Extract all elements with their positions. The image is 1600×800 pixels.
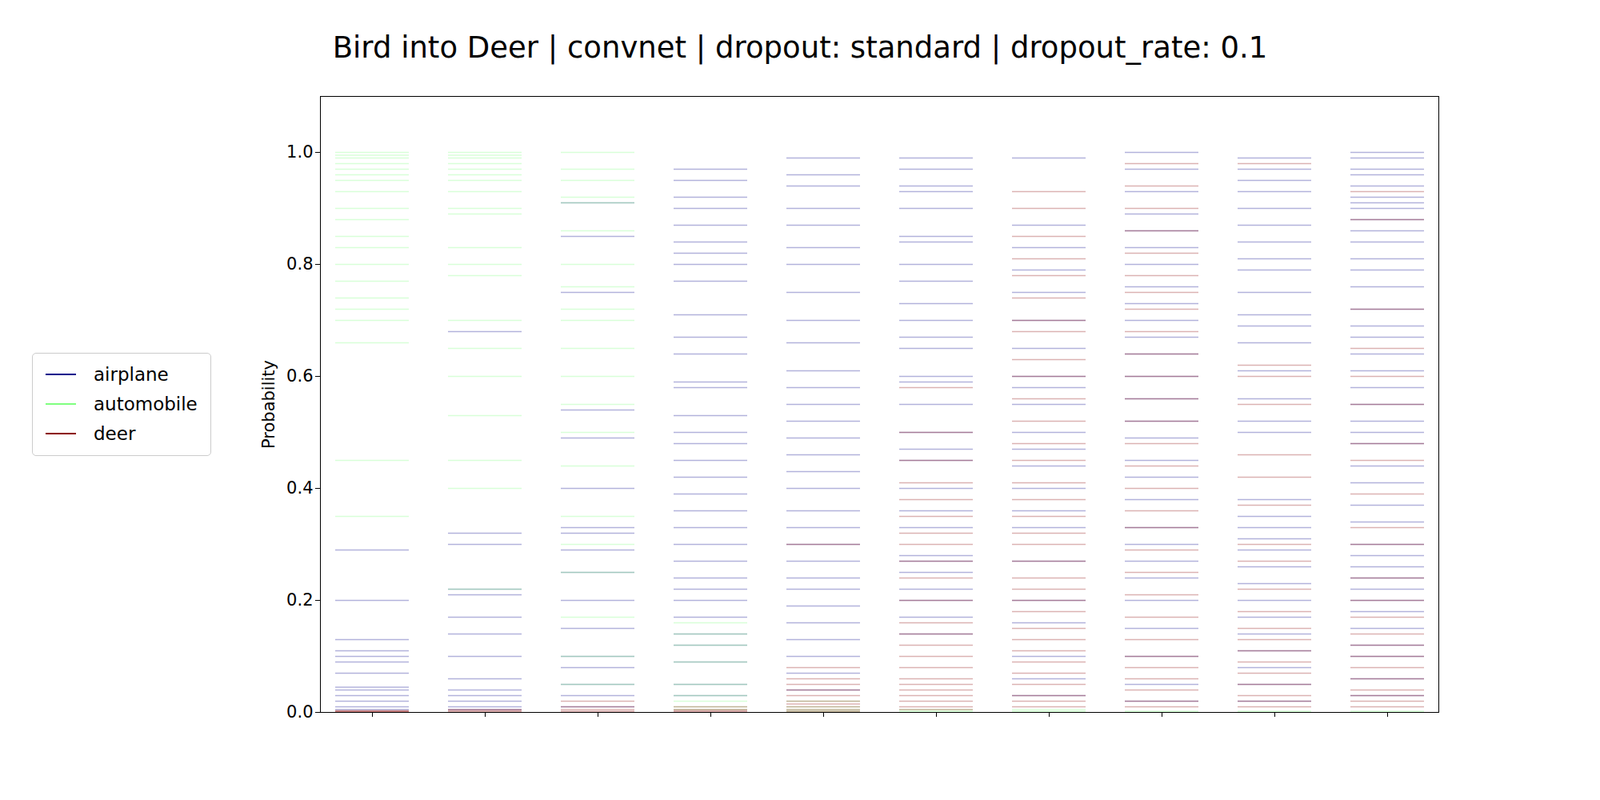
html-text:airplane: airplane (93, 364, 169, 385)
svg-text:0.6: 0.6 (286, 366, 313, 386)
svg-text:0.4: 0.4 (286, 478, 313, 498)
svg-text:0.8: 0.8 (286, 254, 313, 274)
svg-text:0.0: 0.0 (286, 702, 313, 722)
html-text:automobile: automobile (93, 393, 198, 415)
html-text:deer: deer (93, 423, 136, 444)
svg-text:Probability: Probability (259, 360, 279, 449)
svg-text:0.2: 0.2 (286, 590, 313, 610)
html-text:Bird into Deer | convnet | dro: Bird into Deer | convnet | dropout: stan… (332, 30, 1268, 65)
svg-text:1.0: 1.0 (286, 142, 313, 162)
